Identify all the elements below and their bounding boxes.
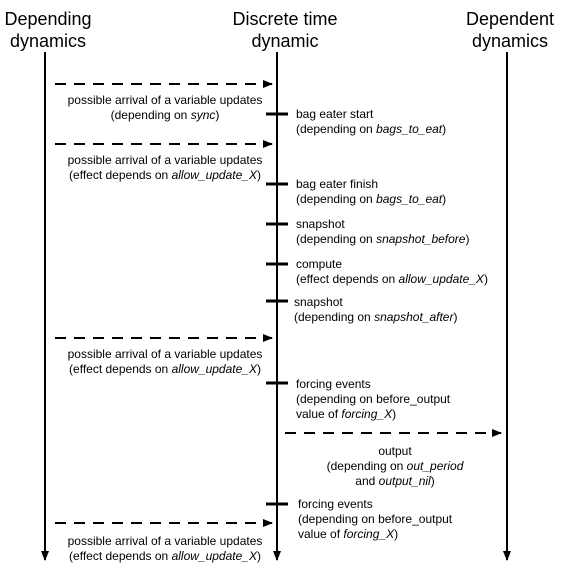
note-line: (effect depends on allow_update_X) <box>69 549 261 563</box>
header-line: dynamic <box>251 31 319 51</box>
event-detail: (depending on before_output <box>296 392 451 406</box>
event-title: forcing events <box>296 377 371 391</box>
note-line: possible arrival of a variable updates <box>67 153 263 167</box>
output-note: output (depending on out_period and outp… <box>300 444 490 489</box>
output-detail: and output_nil) <box>355 474 435 488</box>
header-line: dynamics <box>9 31 87 51</box>
event-detail: (effect depends on allow_update_X) <box>296 272 488 286</box>
event-compute: compute (effect depends on allow_update_… <box>296 257 488 287</box>
note-line: (effect depends on allow_update_X) <box>69 168 261 182</box>
header-discrete-time-dynamic: Discrete time dynamic <box>220 8 350 52</box>
update-note-3: possible arrival of a variable updates (… <box>50 347 280 377</box>
note-line: possible arrival of a variable updates <box>67 534 263 548</box>
header-line: Depending <box>4 9 92 29</box>
output-title: output <box>378 444 412 458</box>
event-detail: (depending on snapshot_before) <box>296 232 470 246</box>
event-title: compute <box>296 257 343 271</box>
header-line: Dependent <box>465 9 555 29</box>
update-note-1: possible arrival of a variable updates (… <box>50 93 280 123</box>
header-line: Discrete time <box>232 9 338 29</box>
update-note-4: possible arrival of a variable updates (… <box>50 534 280 564</box>
header-line: dynamics <box>471 31 549 51</box>
event-bag-eater-finish: bag eater finish (depending on bags_to_e… <box>296 177 446 207</box>
event-forcing-events-2: forcing events (depending on before_outp… <box>298 497 452 542</box>
event-detail: value of forcing_X) <box>298 527 399 541</box>
note-line: (depending on sync) <box>110 108 220 122</box>
event-bag-eater-start: bag eater start (depending on bags_to_ea… <box>296 107 446 137</box>
event-snapshot-before: snapshot (depending on snapshot_before) <box>296 217 469 247</box>
header-dependent-dynamics: Dependent dynamics <box>460 8 560 52</box>
event-title: forcing events <box>298 497 373 511</box>
header-depending-dynamics: Depending dynamics <box>0 8 96 52</box>
update-note-2: possible arrival of a variable updates (… <box>50 153 280 183</box>
note-line: possible arrival of a variable updates <box>67 93 263 107</box>
event-snapshot-after: snapshot (depending on snapshot_after) <box>294 295 457 325</box>
note-line: (effect depends on allow_update_X) <box>69 362 261 376</box>
event-title: bag eater start <box>296 107 374 121</box>
event-title: snapshot <box>296 217 345 231</box>
event-forcing-events-1: forcing events (depending on before_outp… <box>296 377 450 422</box>
output-detail: (depending on out_period <box>326 459 464 473</box>
event-title: bag eater finish <box>296 177 379 191</box>
event-title: snapshot <box>294 295 343 309</box>
event-detail: value of forcing_X) <box>296 407 397 421</box>
event-detail: (depending on bags_to_eat) <box>296 192 447 206</box>
event-detail: (depending on bags_to_eat) <box>296 122 447 136</box>
event-detail: (depending on before_output <box>298 512 453 526</box>
event-detail: (depending on snapshot_after) <box>294 310 458 324</box>
note-line: possible arrival of a variable updates <box>67 347 263 361</box>
